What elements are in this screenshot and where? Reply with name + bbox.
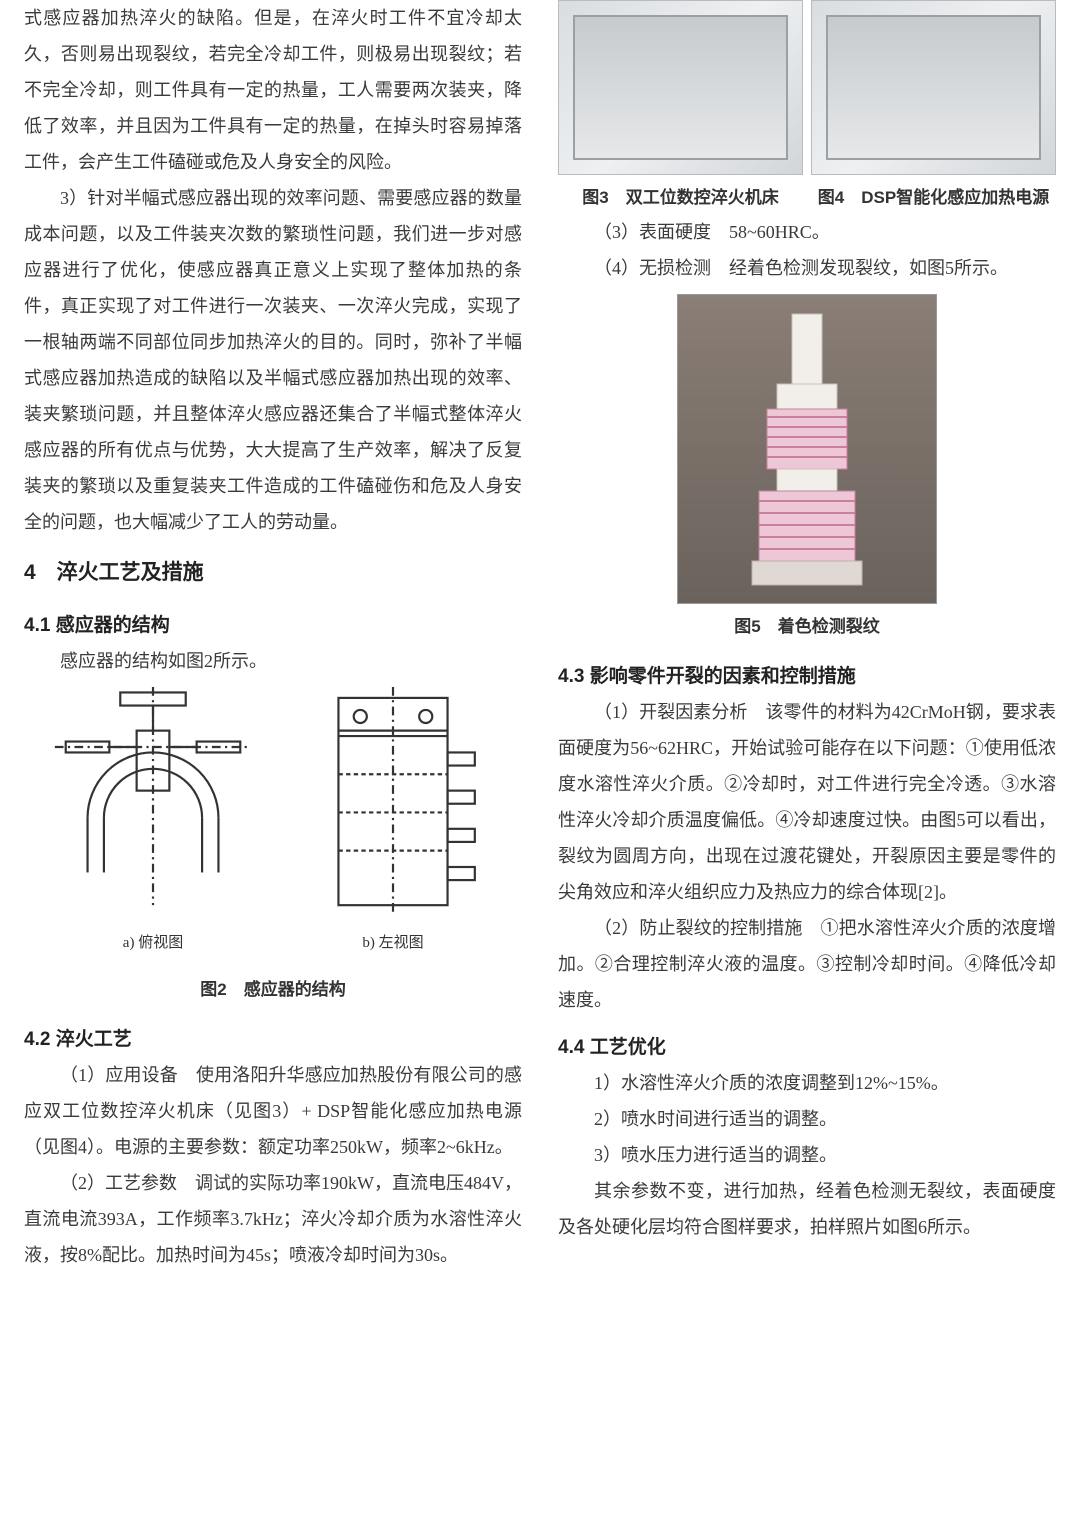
left-p1: 式感应器加热淬火的缺陷。但是，在淬火时工件不宜冷却太久，否则易出现裂纹，若完全冷… xyxy=(24,0,522,180)
figure-2-caption: 图2 感应器的结构 xyxy=(24,975,522,1000)
p-421: （1）应用设备 使用洛阳升华感应加热股份有限公司的感应双工位数控淬火机床（见图3… xyxy=(24,1057,522,1165)
figure-3-caption: 图3 双工位数控淬火机床 xyxy=(558,183,803,208)
p-432: （2）防止裂纹的控制措施 ①把水溶性淬火介质的浓度增加。②合理控制淬火液的温度。… xyxy=(558,910,1056,1018)
figure-3-4-row xyxy=(558,0,1056,175)
p-441: 1）水溶性淬火介质的浓度调整到12%~15%。 xyxy=(558,1065,1056,1101)
figure-3-photo xyxy=(558,0,803,175)
figure-2: a) 俯视图 xyxy=(24,687,522,967)
p-422: （2）工艺参数 调试的实际功率190kW，直流电压484V，直流电流393A，工… xyxy=(24,1165,522,1273)
figure-4-photo xyxy=(811,0,1056,175)
p-3: （3）表面硬度 58~60HRC。 xyxy=(558,214,1056,250)
p-41: 感应器的结构如图2所示。 xyxy=(24,643,522,679)
shaft-icon xyxy=(747,309,867,589)
p-444: 其余参数不变，进行加热，经着色检测无裂纹，表面硬度及各处硬化层均符合图样要求，拍… xyxy=(558,1173,1056,1245)
fig2-label-b: b) 左视图 xyxy=(362,931,423,952)
subsection-43-title: 4.3 影响零件开裂的因素和控制措施 xyxy=(558,661,1056,688)
figure-2-top-view: a) 俯视图 xyxy=(43,687,263,952)
subsection-44-title: 4.4 工艺优化 xyxy=(558,1032,1056,1059)
subsection-42-title: 4.2 淬火工艺 xyxy=(24,1024,522,1051)
figure-5 xyxy=(558,294,1056,604)
figure-4-caption: 图4 DSP智能化感应加热电源 xyxy=(811,183,1056,208)
p-442: 2）喷水时间进行适当的调整。 xyxy=(558,1101,1056,1137)
left-column: 式感应器加热淬火的缺陷。但是，在淬火时工件不宜冷却太久，否则易出现裂纹，若完全冷… xyxy=(24,0,522,1535)
diagram-icon xyxy=(43,687,263,927)
p-4: （4）无损检测 经着色检测发现裂纹，如图5所示。 xyxy=(558,250,1056,286)
diagram-icon xyxy=(283,687,503,927)
figure-2-left-view: b) 左视图 xyxy=(283,687,503,952)
left-p2: 3）针对半幅式感应器出现的效率问题、需要感应器的数量成本问题，以及工件装夹次数的… xyxy=(24,180,522,540)
figure-5-caption: 图5 着色检测裂纹 xyxy=(558,612,1056,637)
p-443: 3）喷水压力进行适当的调整。 xyxy=(558,1137,1056,1173)
section-4-title: 4 淬火工艺及措施 xyxy=(24,556,522,586)
fig2-label-a: a) 俯视图 xyxy=(123,931,183,952)
right-column: 图3 双工位数控淬火机床 图4 DSP智能化感应加热电源 （3）表面硬度 58~… xyxy=(558,0,1056,1535)
page: 式感应器加热淬火的缺陷。但是，在淬火时工件不宜冷却太久，否则易出现裂纹，若完全冷… xyxy=(24,0,1056,1535)
subsection-41-title: 4.1 感应器的结构 xyxy=(24,610,522,637)
p-431: （1）开裂因素分析 该零件的材料为42CrMoH钢，要求表面硬度为56~62HR… xyxy=(558,694,1056,910)
